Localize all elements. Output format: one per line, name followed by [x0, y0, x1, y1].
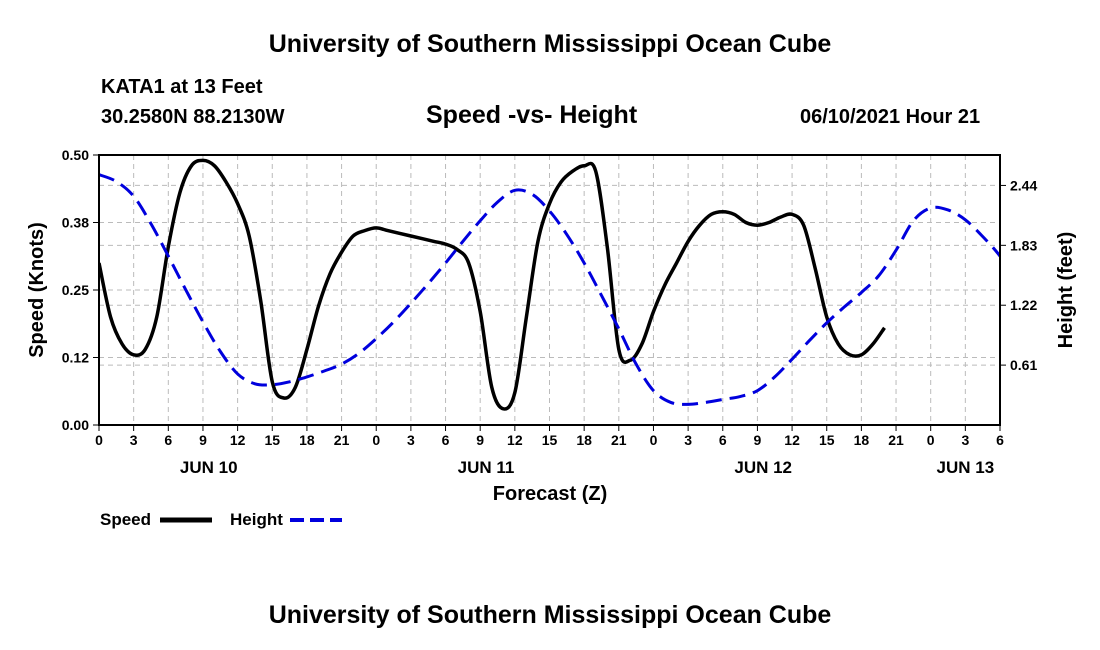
x-tick-label: 0: [650, 432, 658, 448]
footer-title: University of Southern Mississippi Ocean…: [268, 601, 832, 629]
y-right-tick-label: 0.61: [1010, 357, 1037, 373]
x-tick-label: 6: [996, 432, 1004, 448]
x-tick-label: 12: [784, 432, 800, 448]
x-tick-label: 6: [164, 432, 172, 448]
y-left-tick-label: 0.00: [62, 417, 89, 433]
date-label: JUN 12: [734, 458, 792, 477]
grid-lines: [99, 155, 1000, 425]
x-tick-label: 18: [299, 432, 315, 448]
forecast-datetime: 06/10/2021 Hour 21: [800, 106, 981, 128]
y-axis-label-right: Height (feet): [1055, 232, 1077, 349]
x-tick-label: 21: [611, 432, 627, 448]
y-left-tick-label: 0.50: [62, 147, 89, 163]
x-tick-label: 15: [264, 432, 280, 448]
x-tick-label: 15: [542, 432, 558, 448]
chart-subtitle: Speed -vs- Height: [426, 101, 638, 129]
date-label: JUN 10: [180, 458, 238, 477]
x-axis-label: Forecast (Z): [493, 483, 607, 505]
x-tick-label: 6: [719, 432, 727, 448]
date-label: JUN 13: [937, 458, 995, 477]
x-tick-label: 12: [230, 432, 246, 448]
x-tick-label: 21: [334, 432, 350, 448]
series-line-speed: [99, 158, 886, 411]
x-tick-label: 21: [888, 432, 904, 448]
x-tick-label: 0: [372, 432, 380, 448]
x-tick-label: 3: [407, 432, 415, 448]
x-tick-label: 18: [576, 432, 592, 448]
date-label: JUN 11: [458, 458, 515, 477]
y-axis-label-left: Speed (Knots): [26, 222, 48, 358]
x-tick-label: 9: [754, 432, 762, 448]
legend: Speed Height: [100, 510, 342, 529]
y-left-tick-label: 0.25: [62, 282, 89, 298]
x-tick-label: 6: [442, 432, 450, 448]
series-layer: [99, 158, 1000, 411]
x-tick-label: 9: [199, 432, 207, 448]
y-right-tick-label: 1.22: [1010, 297, 1037, 313]
x-tick-label: 3: [961, 432, 969, 448]
y-left-tick-label: 0.12: [62, 350, 89, 366]
y-right-tick-label: 2.44: [1010, 177, 1037, 193]
station-coordinates: 30.2580N 88.2130W: [101, 106, 285, 128]
y-right-tick-label: 1.83: [1010, 237, 1037, 253]
x-tick-label: 0: [95, 432, 103, 448]
x-tick-label: 18: [854, 432, 870, 448]
x-tick-label: 12: [507, 432, 523, 448]
station-label: KATA1 at 13 Feet: [101, 76, 263, 98]
chart-title: University of Southern Mississippi Ocean…: [268, 30, 832, 58]
x-tick-label: 9: [476, 432, 484, 448]
series-line-height: [99, 173, 1000, 406]
x-tick-label: 0: [927, 432, 935, 448]
x-tick-label: 3: [684, 432, 692, 448]
axes: 0 3 6 9 12 15 18 21 0 3 6 9 12 15 18 21 0 3 6 9 12 15 18 21 0 3 6 0…: [62, 147, 1038, 477]
legend-height-label: Height: [230, 510, 283, 529]
y-left-tick-label: 0.38: [62, 215, 89, 231]
x-tick-label: 15: [819, 432, 835, 448]
legend-speed-label: Speed: [100, 510, 151, 529]
x-tick-label: 3: [130, 432, 138, 448]
